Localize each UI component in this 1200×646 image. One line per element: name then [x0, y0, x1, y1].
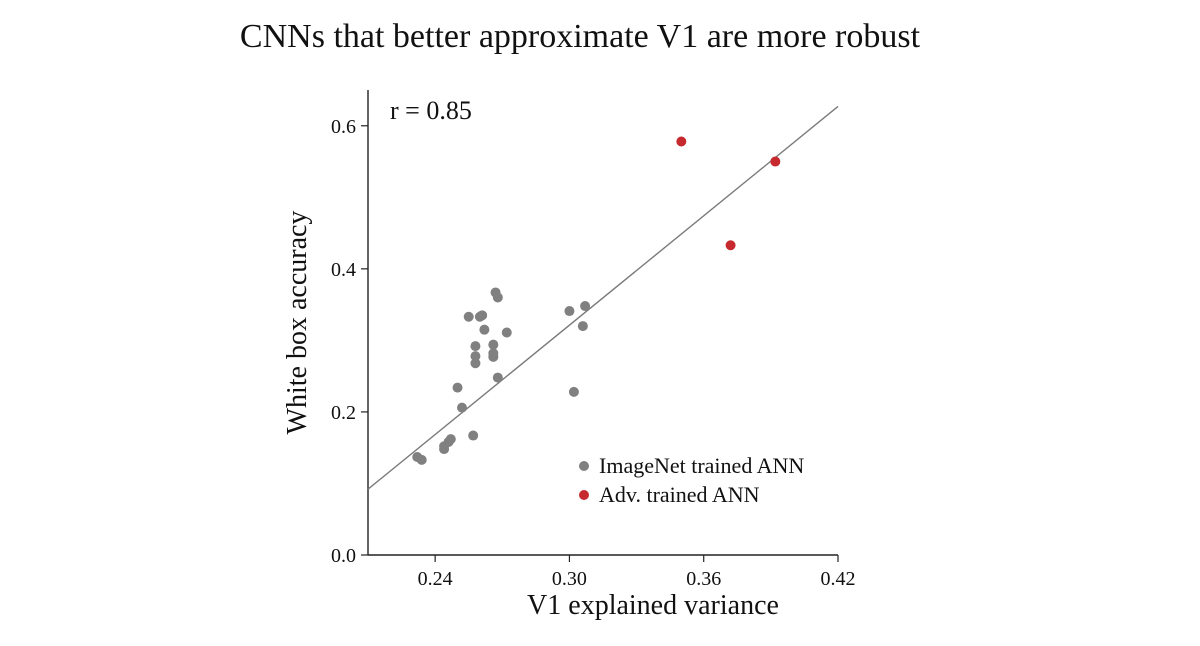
axes — [367, 90, 838, 556]
imagenet-point — [470, 358, 481, 369]
legend-label: Adv. trained ANN — [599, 482, 760, 507]
legend-label: ImageNet trained ANN — [599, 453, 804, 478]
imagenet-point — [477, 310, 488, 321]
imagenet-point — [452, 382, 463, 393]
imagenet-point — [492, 372, 503, 383]
x-tick-label: 0.42 — [821, 568, 856, 590]
y-axis-label: White box accuracy — [282, 211, 313, 435]
chart-title: CNNs that better approximate V1 are more… — [239, 18, 921, 55]
y-tick-label: 0.6 — [331, 116, 356, 138]
x-tick-label: 0.24 — [418, 568, 453, 590]
imagenet-point — [577, 321, 588, 332]
imagenet-point — [568, 386, 579, 397]
legend-marker — [579, 461, 589, 471]
imagenet-point — [463, 311, 474, 322]
imagenet-point — [416, 454, 427, 465]
x-axis-label: V1 explained variance — [527, 590, 779, 621]
imagenet-point — [564, 306, 575, 317]
correlation-annotation: r = 0.85 — [390, 96, 472, 125]
x-tick-label: 0.30 — [552, 568, 587, 590]
adv-point — [725, 240, 736, 251]
y-tick-label: 0.0 — [331, 545, 356, 567]
imagenet-point — [479, 324, 490, 335]
imagenet-point — [470, 351, 481, 362]
imagenet-point — [470, 341, 481, 352]
regression-line — [367, 105, 839, 490]
imagenet-point — [580, 301, 591, 312]
imagenet-point — [445, 434, 456, 445]
imagenet-point — [457, 402, 467, 413]
imagenet-point — [468, 430, 479, 441]
legend: ImageNet trained ANN Adv. trained ANN — [579, 453, 804, 507]
imagenet-point — [492, 292, 503, 303]
x-tick-label: 0.36 — [686, 568, 721, 590]
y-tick-label: 0.4 — [331, 259, 356, 281]
imagenet-point — [488, 351, 499, 362]
adv-point — [770, 156, 781, 167]
adv-point — [676, 136, 687, 147]
legend-marker — [579, 490, 589, 500]
imagenet-point — [501, 327, 512, 338]
imagenet-point — [488, 339, 499, 350]
y-tick-label: 0.2 — [331, 402, 356, 424]
